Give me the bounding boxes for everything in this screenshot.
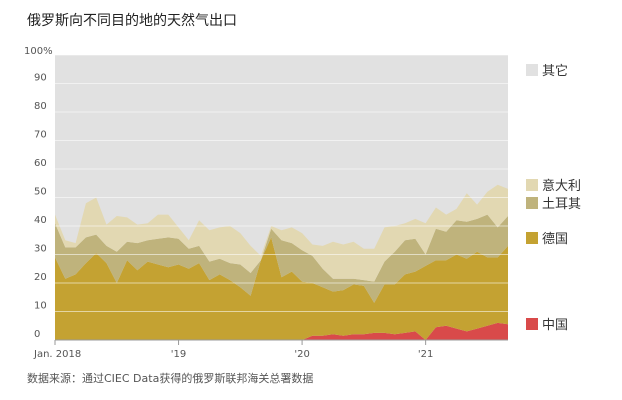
area-中国 bbox=[55, 322, 508, 340]
data-source-note: 数据来源：通过CIEC Data获得的俄罗斯联邦海关总署数据 bbox=[27, 372, 314, 385]
y-tick-label: 10 bbox=[34, 301, 47, 312]
y-tick-label: 0 bbox=[34, 329, 40, 340]
legend-swatch-德国 bbox=[526, 232, 538, 244]
y-tick-label: 80 bbox=[34, 101, 47, 112]
x-tick-label: '21 bbox=[418, 349, 433, 360]
y-tick-label: 40 bbox=[34, 215, 47, 226]
legend-swatch-中国 bbox=[526, 318, 538, 330]
area-意大利 bbox=[55, 184, 508, 282]
legend-swatch-土耳其 bbox=[526, 197, 538, 209]
y-tick-label: 100% bbox=[24, 46, 53, 57]
y-tick-label: 20 bbox=[34, 272, 47, 283]
y-tick-label: 60 bbox=[34, 158, 47, 169]
x-tick-label: '20 bbox=[294, 349, 309, 360]
legend-label-土耳其: 土耳其 bbox=[542, 197, 581, 212]
chart-title: 俄罗斯向不同目的地的天然气出口 bbox=[27, 13, 237, 29]
legend-swatch-其它 bbox=[526, 64, 538, 76]
legend-label-意大利: 意大利 bbox=[542, 178, 581, 194]
y-tick-label: 30 bbox=[34, 244, 47, 255]
x-tick-label: '19 bbox=[171, 349, 186, 360]
legend-label-德国: 德国 bbox=[542, 232, 568, 247]
y-tick-label: 90 bbox=[34, 73, 47, 84]
legend-label-中国: 中国 bbox=[542, 318, 568, 333]
y-tick-label: 70 bbox=[34, 130, 47, 141]
legend-swatch-意大利 bbox=[526, 179, 538, 191]
legend-label-其它: 其它 bbox=[542, 63, 568, 79]
area-土耳其 bbox=[55, 214, 508, 303]
area-德国 bbox=[55, 237, 508, 340]
x-tick-label: Jan. 2018 bbox=[33, 349, 81, 360]
y-tick-label: 50 bbox=[34, 187, 47, 198]
